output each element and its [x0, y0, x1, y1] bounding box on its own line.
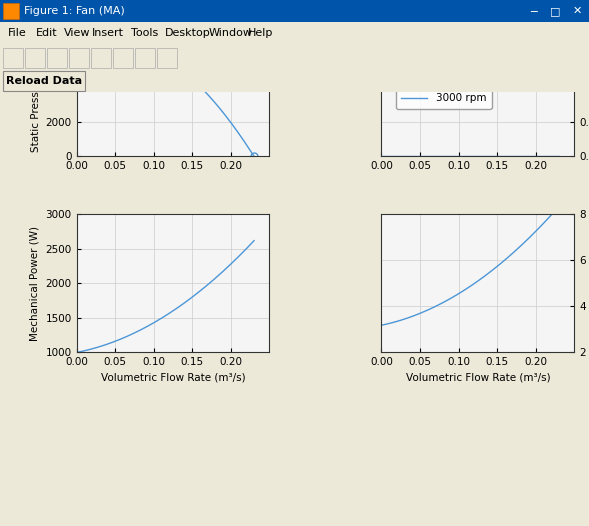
3000 rpm — [425, 153, 432, 159]
Y-axis label: Static Pressure Gain (Pa): Static Pressure Gain (Pa) — [30, 23, 40, 152]
FancyBboxPatch shape — [3, 71, 85, 91]
3000 rpm — [389, 153, 396, 159]
Text: □: □ — [550, 6, 560, 16]
Text: Desktop: Desktop — [164, 28, 210, 38]
3000 rpm — [547, 153, 554, 159]
Text: File: File — [8, 28, 27, 38]
Text: Figure 1: Fan (MA): Figure 1: Fan (MA) — [24, 6, 125, 16]
Legend: 3000 rpm: 3000 rpm — [396, 88, 491, 109]
Text: Window: Window — [209, 28, 253, 38]
Text: Help: Help — [248, 28, 273, 38]
FancyBboxPatch shape — [3, 48, 23, 68]
FancyBboxPatch shape — [91, 48, 111, 68]
Text: ✕: ✕ — [573, 6, 582, 16]
FancyBboxPatch shape — [47, 48, 67, 68]
Text: Reload Data: Reload Data — [6, 76, 82, 86]
FancyBboxPatch shape — [113, 48, 133, 68]
Text: View: View — [64, 28, 91, 38]
3000 rpm — [540, 153, 547, 159]
FancyBboxPatch shape — [0, 44, 589, 70]
Text: ─: ─ — [530, 6, 537, 16]
FancyBboxPatch shape — [0, 22, 589, 44]
3000 rpm — [411, 153, 418, 159]
Text: Edit: Edit — [36, 28, 58, 38]
FancyBboxPatch shape — [157, 48, 177, 68]
3000 rpm — [378, 153, 385, 159]
3000 rpm — [555, 153, 562, 159]
X-axis label: Volumetric Flow Rate (m³/s): Volumetric Flow Rate (m³/s) — [405, 373, 550, 383]
3000 rpm — [385, 153, 392, 159]
FancyBboxPatch shape — [135, 48, 155, 68]
FancyBboxPatch shape — [69, 48, 89, 68]
FancyBboxPatch shape — [3, 3, 19, 19]
X-axis label: Volumetric Flow Rate (m³/s): Volumetric Flow Rate (m³/s) — [101, 373, 246, 383]
Text: Tools: Tools — [131, 28, 158, 38]
Text: Insert: Insert — [92, 28, 124, 38]
FancyBboxPatch shape — [25, 48, 45, 68]
FancyBboxPatch shape — [0, 0, 589, 22]
FancyBboxPatch shape — [0, 70, 589, 92]
Y-axis label: Mechanical Power (W): Mechanical Power (W) — [30, 226, 40, 341]
